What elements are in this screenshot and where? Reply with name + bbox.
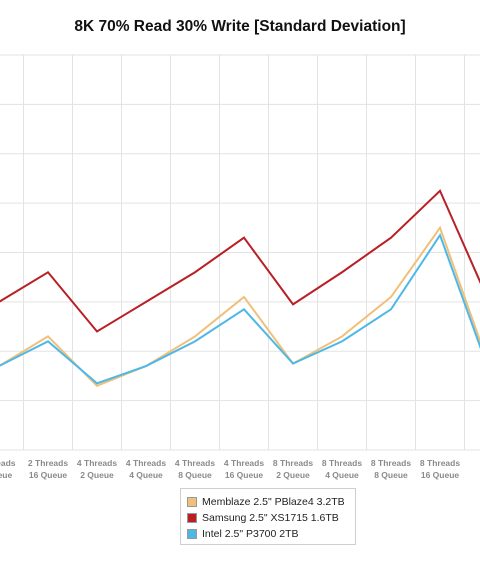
legend: Memblaze 2.5" PBlaze4 3.2TB Samsung 2.5" … [180,488,356,545]
grid-layer [0,54,480,451]
x-tick-label: 2 Queue [80,470,114,480]
x-tick-label: 8 Queue [374,470,408,480]
x-tick-label: 8 Threads [420,458,460,468]
legend-label: Memblaze 2.5" PBlaze4 3.2TB [202,496,345,508]
x-tick-label: Threads [0,458,16,468]
chart-title: 8K 70% Read 30% Write [Standard Deviatio… [74,18,406,35]
x-tick-label: 8 Threads [371,458,411,468]
x-tick-label: 4 Threads [126,458,166,468]
legend-swatch [187,497,197,507]
legend-label: Intel 2.5" P3700 2TB [202,528,299,540]
x-tick-label: 4 Queue [129,470,163,480]
x-tick-label: 16 Queue [225,470,264,480]
legend-item: Intel 2.5" P3700 2TB [187,526,355,542]
x-tick-label: 16 Queue [29,470,68,480]
x-tick-label: Queue [0,470,12,480]
legend-label: Samsung 2.5" XS1715 1.6TB [202,512,339,524]
x-tick-label: 2 Threads [28,458,68,468]
legend-item: Samsung 2.5" XS1715 1.6TB [187,510,355,526]
x-tick-label: 4 Threads [77,458,117,468]
x-tick-labels: Threads Queue 2 Threads 16 Queue 4 Threads 2 … [0,458,460,480]
legend-swatch [187,529,197,539]
legend-item: Memblaze 2.5" PBlaze4 3.2TB [187,494,355,510]
x-tick-label: 8 Threads [322,458,362,468]
x-tick-label: 4 Threads [175,458,215,468]
x-tick-label: 16 Queue [421,470,460,480]
x-tick-label: 8 Queue [178,470,212,480]
x-tick-label: 4 Queue [325,470,359,480]
series-layer [0,189,480,387]
x-tick-label: 2 Queue [276,470,310,480]
legend-swatch [187,513,197,523]
x-tick-label: 4 Threads [224,458,264,468]
x-tick-label: 8 Threads [273,458,313,468]
